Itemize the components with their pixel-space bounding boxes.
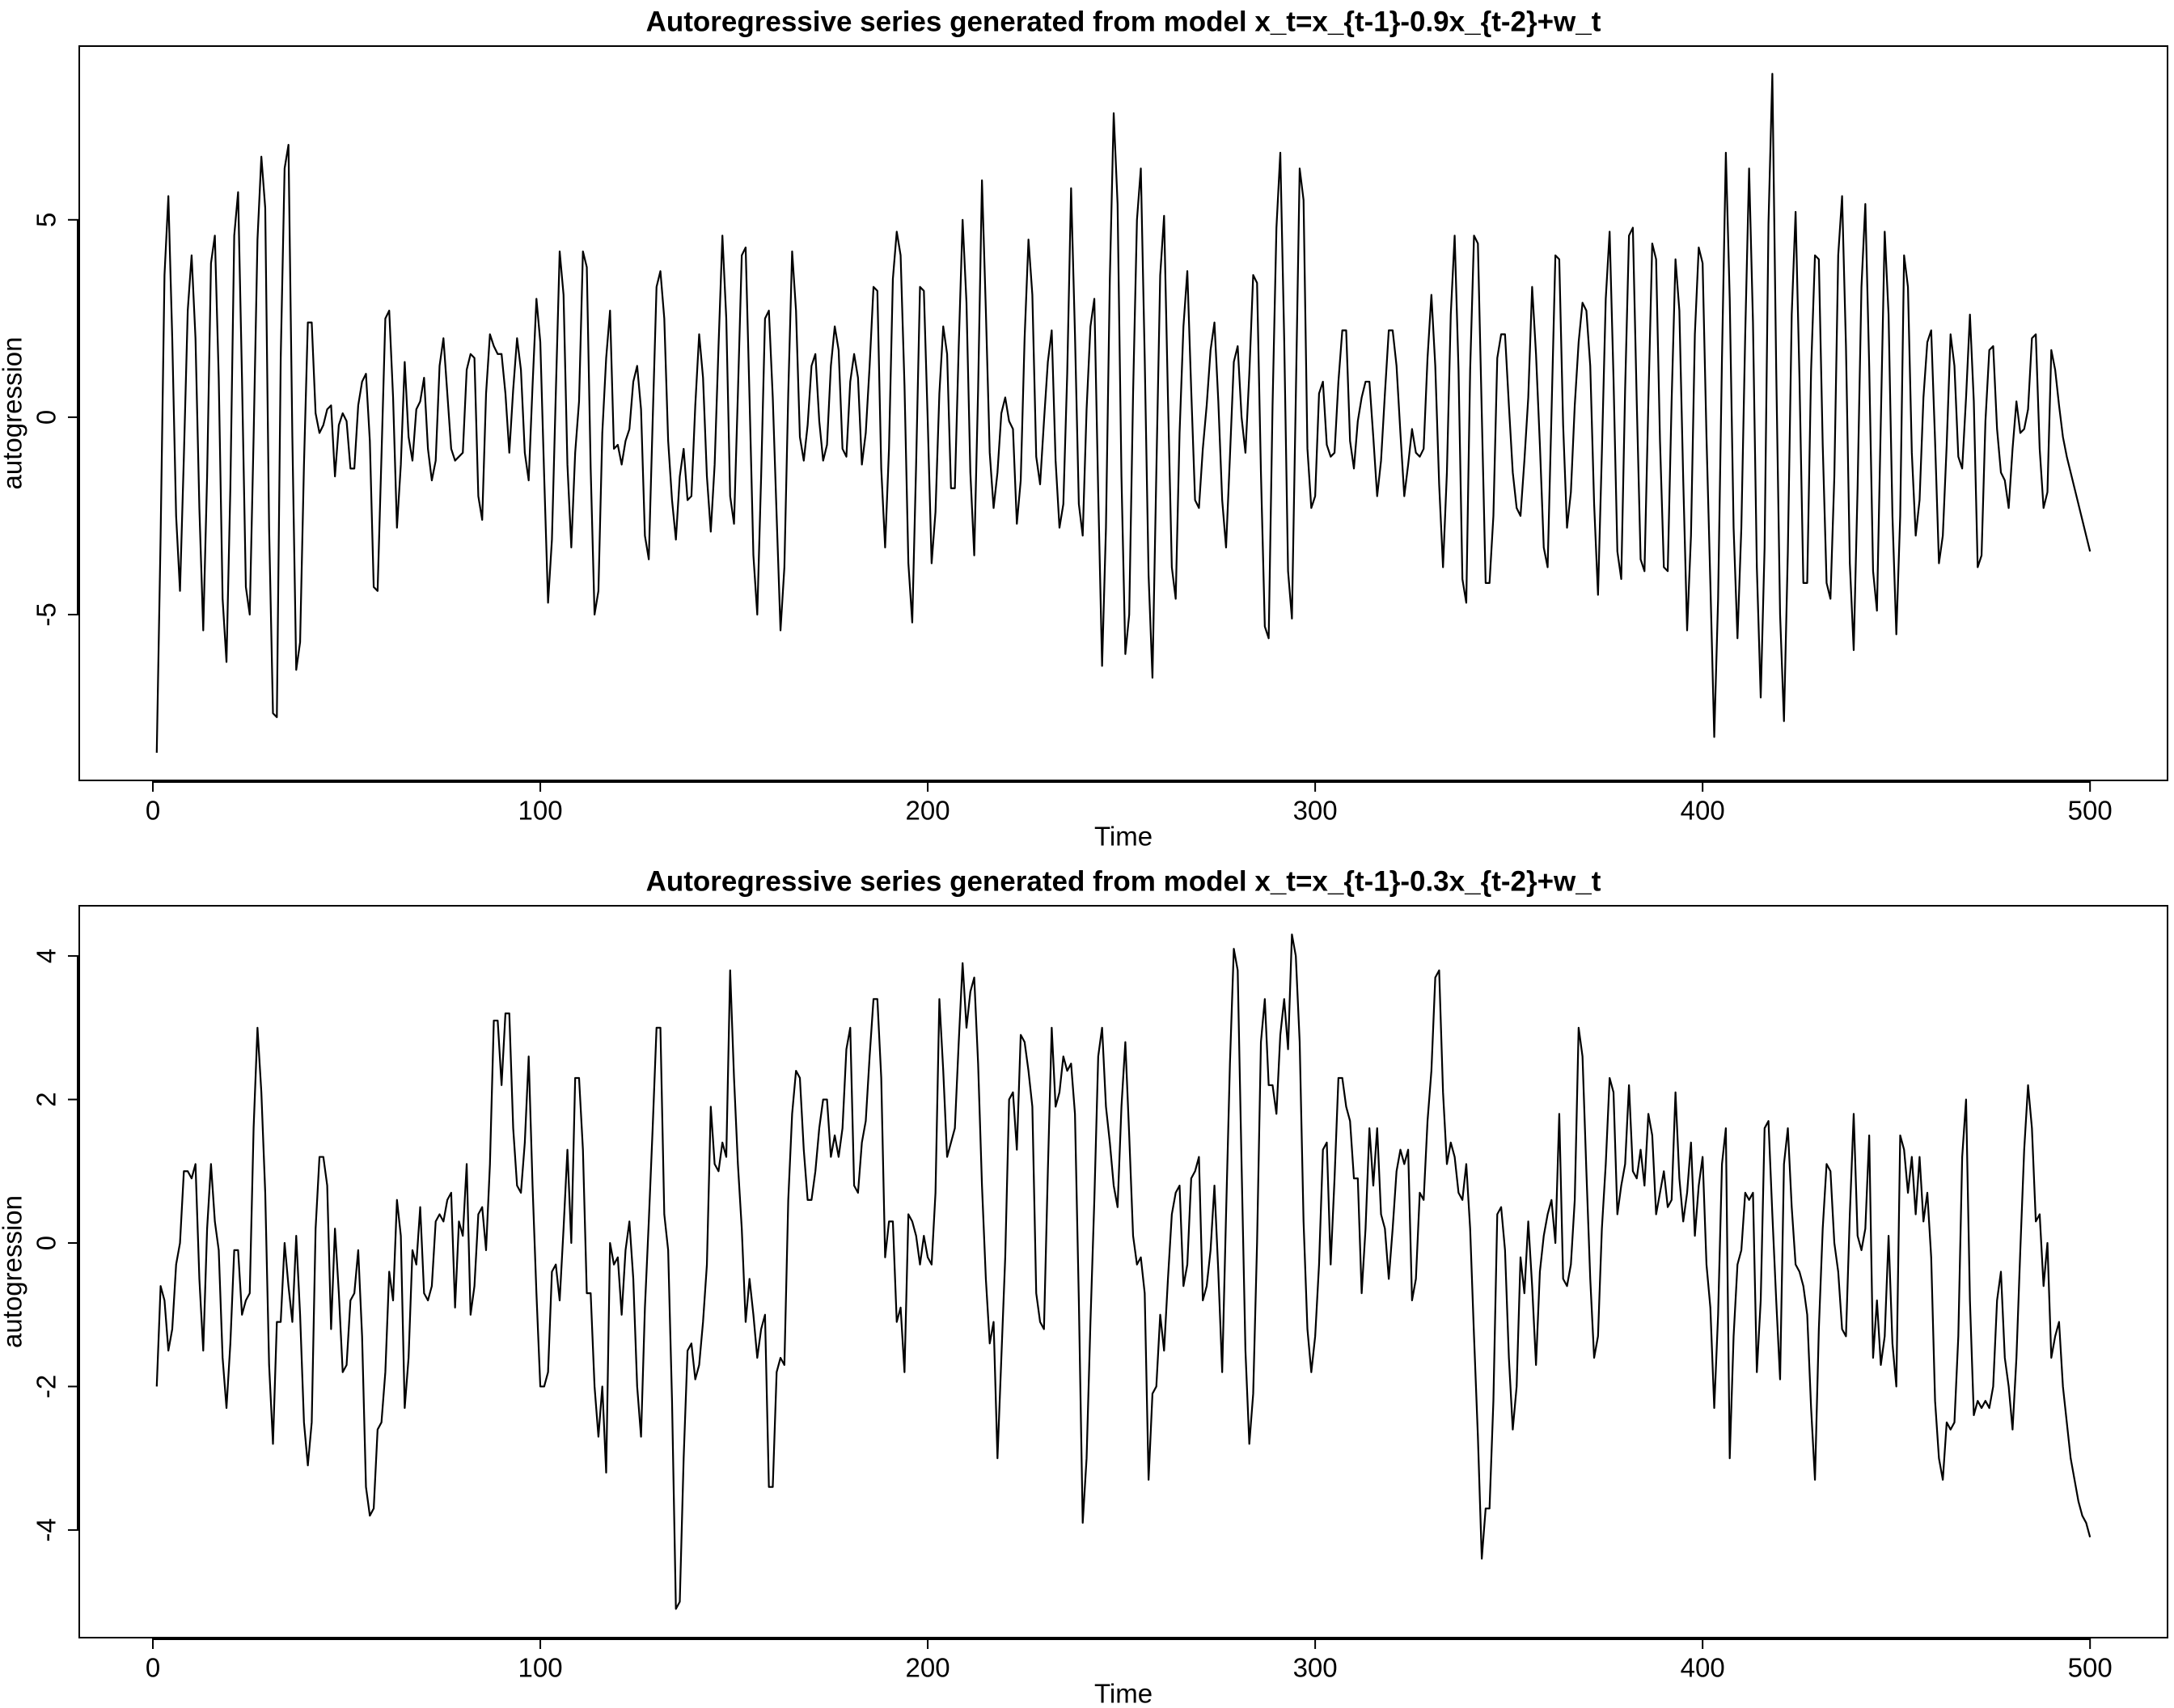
x-tick-label: 300 (1293, 796, 1338, 826)
x-tick-label: 0 (146, 796, 160, 826)
y-tick-label: 5 (32, 213, 61, 227)
x-tick-label: 100 (518, 1653, 563, 1683)
x-axis-label: Time (1094, 822, 1153, 852)
x-tick-label: 500 (2068, 796, 2113, 826)
y-axis-label: autogression (0, 1195, 27, 1348)
y-axis-label: autogression (0, 337, 27, 490)
x-axis-label: Time (1094, 1679, 1153, 1708)
x-tick-label: 300 (1293, 1653, 1338, 1683)
x-tick-label: 400 (1681, 796, 1725, 826)
x-tick-label: 100 (518, 796, 563, 826)
x-tick-label: 500 (2068, 1653, 2113, 1683)
y-tick-label: -5 (32, 602, 61, 626)
y-tick-label: 0 (32, 1236, 61, 1250)
chart-title: Autoregressive series generated from mod… (646, 6, 1601, 37)
y-tick-label: 2 (32, 1092, 61, 1106)
chart-title: Autoregressive series generated from mod… (646, 865, 1601, 897)
x-tick-label: 200 (906, 796, 950, 826)
y-tick-label: 4 (32, 949, 61, 963)
y-tick-label: -2 (32, 1375, 61, 1398)
x-tick-label: 400 (1681, 1653, 1725, 1683)
y-tick-label: 0 (32, 410, 61, 425)
plot-frame (78, 905, 2168, 1638)
x-tick-label: 200 (906, 1653, 950, 1683)
y-tick-label: -4 (32, 1518, 61, 1541)
series-line (155, 73, 2092, 753)
x-tick-label: 0 (146, 1653, 160, 1683)
plot-frame (78, 45, 2168, 781)
series-line (155, 933, 2092, 1610)
